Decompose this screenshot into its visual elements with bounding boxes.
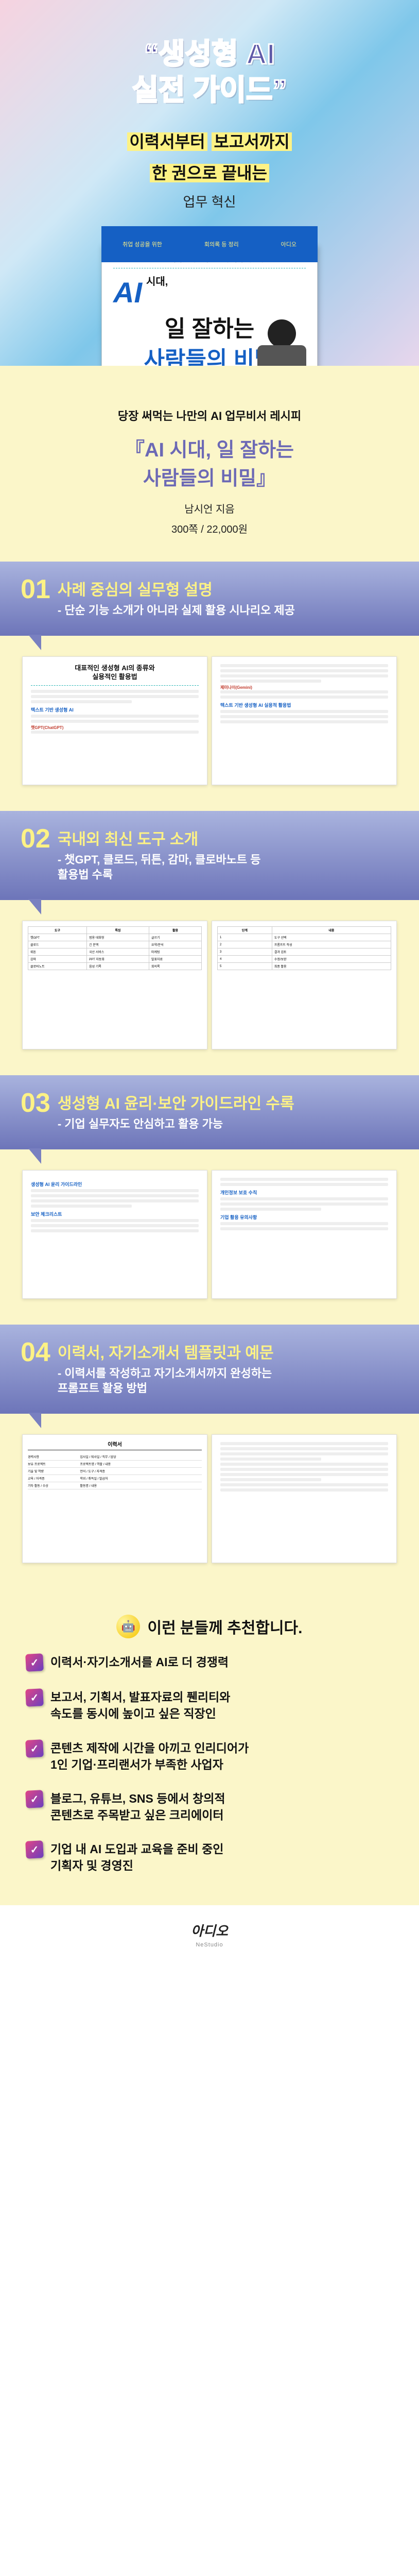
screenshot-doc-01a: 대표적인 생성형 AI의 종류와 실용적인 활용법 텍스트 기반 생성형 AI … [22,656,207,785]
feature-section-02: 02 국내외 최신 도구 소개 - 챗GPT, 클로드, 뒤튼, 감마, 클로바… [0,811,419,1075]
feature-number-01: 01 [21,576,50,603]
feature-number-03: 03 [21,1090,50,1116]
recommendation-item: ✓ 기업 내 AI 도입과 교육을 준비 중인 기획자 및 경영진 [26,1841,398,1874]
recommendation-list: ✓ 이력서·자기소개서를 AI로 더 경쟁력 ✓ 보고서, 기획서, 발표자료의… [21,1654,398,1874]
feature-bullet-01: - 단순 기능 소개가 아니라 실제 활용 시나리오 제공 [58,603,295,618]
feature-title-03: 생성형 AI 윤리·보안 가이드라인 수록 [58,1091,294,1113]
footer-sub: NeStudio [0,1942,419,1948]
robot-icon: 🤖 [116,1615,140,1638]
feature-title-02: 국내외 최신 도구 소개 [58,826,261,849]
feature-section-03: 03 생성형 AI 윤리·보안 가이드라인 수록 - 기업 실무자도 안심하고 … [0,1075,419,1325]
hero-section: “생성형 AI 실전 가이드” 이력서부터 보고서까지 한 권으로 끝내는 업무… [0,0,419,366]
feature-screens-01: 대표적인 생성형 AI의 종류와 실용적인 활용법 텍스트 기반 생성형 AI … [0,636,419,811]
book-spine-tag2: 회의록 등 정리 [204,240,239,248]
book-author-photo [253,319,310,366]
feature-banner-04: 04 이력서, 자기소개서 템플릿과 예문 - 이력서를 작성하고 자기소개서까… [0,1325,419,1414]
book-front-cover: 당장 써먹는 나만의 AI 업무비서 레시피 AI 시대, 일 잘하는 사람들의… [101,244,318,366]
screenshot-doc-03a: 생성형 AI 윤리 가이드라인 보안 체크리스트 [22,1170,207,1299]
recommendation-text: 이력서·자기소개서를 AI로 더 경쟁력 [50,1654,229,1670]
feature-section-04: 04 이력서, 자기소개서 템플릿과 예문 - 이력서를 작성하고 자기소개서까… [0,1325,419,1589]
hero-title: “생성형 AI 실전 가이드” [0,0,419,108]
recommendation-title: 이런 분들께 추천합니다. [147,1615,302,1638]
screenshot-doc-03b: 개인정보 보호 수칙 기업 활용 유의사항 [212,1170,397,1299]
recommendation-header: 🤖 이런 분들께 추천합니다. [21,1615,398,1638]
recommendation-item: ✓ 이력서·자기소개서를 AI로 더 경쟁력 [26,1654,398,1671]
recommendation-section: 🤖 이런 분들께 추천합니다. ✓ 이력서·자기소개서를 AI로 더 경쟁력 ✓… [0,1589,419,1905]
author-avatar-head [268,319,296,348]
footer-section: 아디오 NeStudio [0,1905,419,1969]
feature-banner-01: 01 사례 중심의 실무형 설명 - 단순 기능 소개가 아니라 실제 활용 시… [0,562,419,636]
footer-logo: 아디오 [0,1921,419,1940]
screenshot-table-02b: 단계 내용 1 도구 선택 2 프롬프트 작성 3 결과 검토 4 수정/보완 5 최종 활… [212,921,397,1049]
feature-number-02: 02 [21,825,50,852]
book-spine-tag1: 취업 성공을 위한 [123,240,162,248]
feature-title-04: 이력서, 자기소개서 템플릿과 예문 [58,1340,274,1363]
recommendation-text: 블로그, 유튜브, SNS 등에서 창의적 콘텐츠로 주목받고 싶은 크리에이터 [50,1790,225,1823]
recommendation-text: 보고서, 기획서, 발표자료의 풴리티와 속도를 동시에 높이고 싶은 직장인 [50,1689,230,1722]
feature-screens-02: 도구 특징 활용 챗GPT 범용 대화형 글쓰기 클로드 긴 문맥 요약/분석 뤼튼 국산 서… [0,900,419,1075]
author-avatar-body [257,345,306,366]
screenshot-table-02a: 도구 특징 활용 챗GPT 범용 대화형 글쓰기 클로드 긴 문맥 요약/분석 뤼튼 국산 서… [22,921,207,1049]
screenshot-doc-01b: 제미나이(Gemini) 텍스트 기반 생성형 AI 실용적 활용법 [212,656,397,785]
book-ai-logo: AI [113,276,142,309]
feature-banner-03: 03 생성형 AI 윤리·보안 가이드라인 수록 - 기업 실무자도 안심하고 … [0,1075,419,1149]
screenshot-doc-04b [212,1434,397,1563]
recommendation-item: ✓ 콘텐츠 제작에 시간을 아끼고 인리디어가 1인 기업·프리랜서가 부족한 … [26,1740,398,1773]
checkmark-icon: ✓ [25,1653,44,1672]
book-publisher-mark: 아디오 [281,240,296,248]
book-sidae-label: 시대, [146,277,168,287]
feature-section-01: 01 사례 중심의 실무형 설명 - 단순 기능 소개가 아니라 실제 활용 시… [0,562,419,811]
screenshot-form-04a: 이력서 경력사항 입사일 / 퇴사일 / 직무 / 담당 보유 프로젝트 프로젝트명… [22,1434,207,1563]
feature-banner-02: 02 국내외 최신 도구 소개 - 챗GPT, 클로드, 뒤튼, 감마, 클로바… [0,811,419,900]
book-cover-image: 당장 써먹는 나만의 AI 업무비서 레시피 AI 시대, 일 잘하는 사람들의… [55,226,364,366]
recommendation-text: 기업 내 AI 도입과 교육을 준비 중인 기획자 및 경영진 [50,1841,223,1874]
feature-screens-04: 이력서 경력사항 입사일 / 퇴사일 / 직무 / 담당 보유 프로젝트 프로젝트명… [0,1414,419,1589]
hero-subtitle-3: 업무 혁신 [0,192,419,211]
recommendation-item: ✓ 블로그, 유튜브, SNS 등에서 창의적 콘텐츠로 주목받고 싶은 크리에… [26,1790,398,1823]
feature-number-04: 04 [21,1339,50,1366]
quote-author: 남시언 지음 [0,501,419,516]
quote-title: 『AI 시대, 일 잘하는 사람들의 비밀』 [0,434,419,490]
checkmark-icon: ✓ [25,1739,44,1758]
quote-tagline: 당장 써먹는 나만의 AI 업무비서 레시피 [0,407,419,423]
recommendation-text: 콘텐츠 제작에 시간을 아끼고 인리디어가 1인 기업·프리랜서가 부족한 사업… [50,1740,249,1773]
feature-bullet-03: - 기업 실무자도 안심하고 활용 가능 [58,1116,294,1132]
book-spine: 취업 성공을 위한 회의록 등 정리 아디오 [101,226,318,262]
checkmark-icon: ✓ [25,1840,44,1859]
quote-section: 당장 써먹는 나만의 AI 업무비서 레시피 『AI 시대, 일 잘하는 사람들… [0,366,419,562]
checkmark-icon: ✓ [25,1790,44,1808]
recommendation-item: ✓ 보고서, 기획서, 발표자료의 풴리티와 속도를 동시에 높이고 싶은 직장… [26,1689,398,1722]
hero-subtitle-1: 이력서부터 보고서까지 [0,129,419,152]
hero-subtitle-2: 한 권으로 끝내는 [0,160,419,184]
quote-meta: 300쪽 / 22,000원 [0,521,419,556]
feature-title-01: 사례 중심의 실무형 설명 [58,577,295,600]
checkmark-icon: ✓ [25,1688,44,1707]
feature-screens-03: 생성형 AI 윤리 가이드라인 보안 체크리스트 개인정보 보호 수칙 기업 활… [0,1149,419,1325]
